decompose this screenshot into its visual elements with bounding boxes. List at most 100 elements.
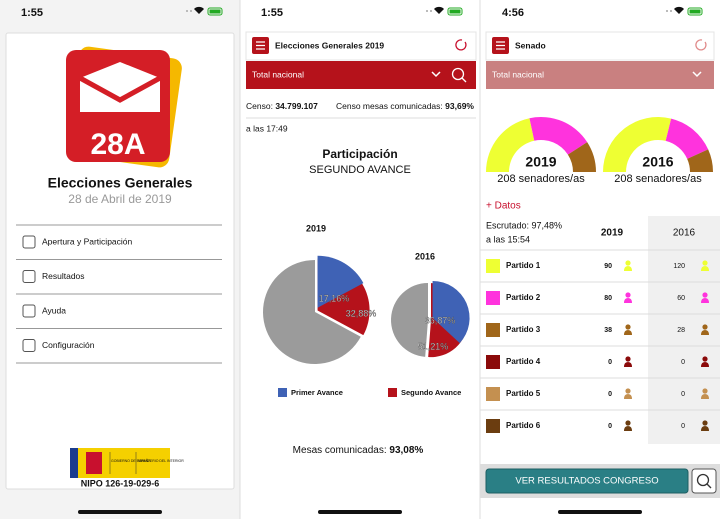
time: a las 17:49: [246, 123, 288, 133]
gauge-segment: [486, 118, 535, 172]
button-text: VER RESULTADOS CONGRESO: [515, 476, 658, 487]
party-swatch: [486, 387, 500, 401]
header-title: Elecciones Generales 2019: [275, 40, 384, 50]
gauge-segment: [529, 117, 588, 155]
pie-slice: [317, 255, 364, 308]
mesas-value: 93,08%: [389, 445, 423, 456]
menu-item[interactable]: Configuración: [42, 340, 95, 350]
party-icon-head: [702, 388, 708, 394]
menu: Apertura y Participación Resultados Ayuda C…: [16, 224, 222, 364]
party-name: Partido 2: [506, 293, 541, 302]
party-swatch: [486, 323, 500, 337]
gov-label: GOBIERNO DE ESPAÑA: [111, 458, 151, 463]
menu-item[interactable]: Ayuda: [42, 305, 66, 315]
selector-text: Total nacional: [252, 69, 304, 79]
party-icon-head: [702, 420, 708, 426]
gov-logo: [70, 448, 170, 478]
party-icon-body: [701, 298, 709, 303]
mesas-censo-label: Censo mesas comunicadas:: [336, 101, 443, 111]
seats: 90: [604, 263, 612, 270]
search-icon[interactable]: [451, 67, 465, 81]
pies: 2019 17,16% 32,88% 2016 36,87% 51,21%: [263, 223, 470, 364]
scrutiny: Escrutado: 97,48%: [486, 220, 562, 230]
party-icon-head: [625, 356, 631, 362]
selector-text: Total nacional: [492, 69, 544, 79]
party-name: Partido 5: [506, 389, 541, 398]
button[interactable]: [485, 468, 689, 494]
censo-value: 34.799.107: [275, 101, 318, 111]
legend-label: Primer Avance: [291, 388, 343, 397]
menu-item[interactable]: Apertura y Participación: [42, 236, 133, 246]
refresh-icon[interactable]: [455, 39, 467, 51]
party-icon-head: [702, 260, 708, 266]
menu-icon: [22, 339, 36, 352]
censo-label: Censo:: [246, 101, 273, 111]
party-icon-body: [624, 426, 632, 431]
chevron[interactable]: [431, 71, 441, 78]
status-time: 1:55: [261, 7, 283, 19]
party-name: Partido 4: [506, 357, 541, 366]
party-icon-body: [701, 394, 709, 399]
gauge-caption: 208 senadores/as: [614, 173, 702, 185]
gauge-segment: [665, 118, 709, 159]
party-icon-body: [701, 266, 709, 271]
party-icon-body: [624, 266, 632, 271]
party-icon-head: [702, 292, 708, 298]
seats: 38: [604, 327, 612, 334]
seats: 0: [681, 423, 685, 430]
mesas: Mesas comunicadas: 93,08%: [293, 445, 424, 456]
status-time: 4:56: [502, 7, 524, 19]
seats: 80: [604, 295, 612, 302]
menu-icon: [22, 235, 36, 249]
table: Partido 1 90 120 Partido 2 80 60 Partido 3 38 28…: [480, 249, 720, 433]
gauge-caption: 208 senadores/as: [497, 173, 585, 185]
party-icon-head: [625, 324, 631, 330]
footer: NIPO 126-19-029-6: [81, 478, 160, 488]
logo-text: 28A: [90, 128, 145, 161]
seats: 120: [673, 263, 685, 270]
home-indicator: [78, 510, 162, 514]
party-swatch: [486, 355, 500, 369]
party-icon-body: [624, 330, 632, 335]
mesas-censo: Censo mesas comunicadas: 93,69%: [336, 101, 474, 111]
seats: 28: [677, 327, 685, 334]
menu-item[interactable]: Resultados: [42, 271, 85, 281]
header: [485, 31, 715, 61]
gauge-segment: [567, 142, 596, 172]
seats: 0: [608, 391, 612, 398]
party-icon-body: [701, 426, 709, 431]
pie-year: 2016: [415, 251, 435, 261]
party-icon-body: [624, 298, 632, 303]
header-title: Senado: [515, 40, 546, 50]
logo: [66, 46, 182, 168]
status-icons: [186, 6, 703, 16]
selector[interactable]: [486, 61, 714, 89]
more-link[interactable]: + Datos: [486, 201, 521, 212]
status-time: 1:55: [21, 7, 43, 19]
app-subtitle: 28 de Abril de 2019: [68, 192, 172, 206]
chart-title: Participación: [322, 147, 397, 161]
time: a las 15:54: [486, 234, 530, 244]
gov-label: MINISTERIO DEL INTERIOR: [138, 459, 184, 463]
mesas-censo-value: 93,69%: [445, 101, 474, 111]
search-icon-handle: [706, 483, 712, 489]
party-swatch: [486, 291, 500, 305]
party-icon-head: [625, 388, 631, 394]
party-icon-body: [624, 394, 632, 399]
pie-slice: [432, 280, 470, 344]
card: [5, 32, 235, 490]
seats: 0: [681, 359, 685, 366]
home-indicator: [558, 510, 642, 514]
chevron[interactable]: [692, 71, 702, 78]
party-icon-body: [624, 362, 632, 367]
column-bg: [648, 216, 720, 444]
refresh-icon[interactable]: [695, 39, 707, 51]
search-button[interactable]: [691, 468, 717, 494]
party-icon-body: [701, 362, 709, 367]
party-icon-head: [625, 260, 631, 266]
pie-label: 17,16%: [319, 293, 350, 303]
party-swatch: [486, 259, 500, 273]
menu-icon-lines: [256, 41, 265, 50]
pie-year: 2019: [306, 223, 326, 233]
